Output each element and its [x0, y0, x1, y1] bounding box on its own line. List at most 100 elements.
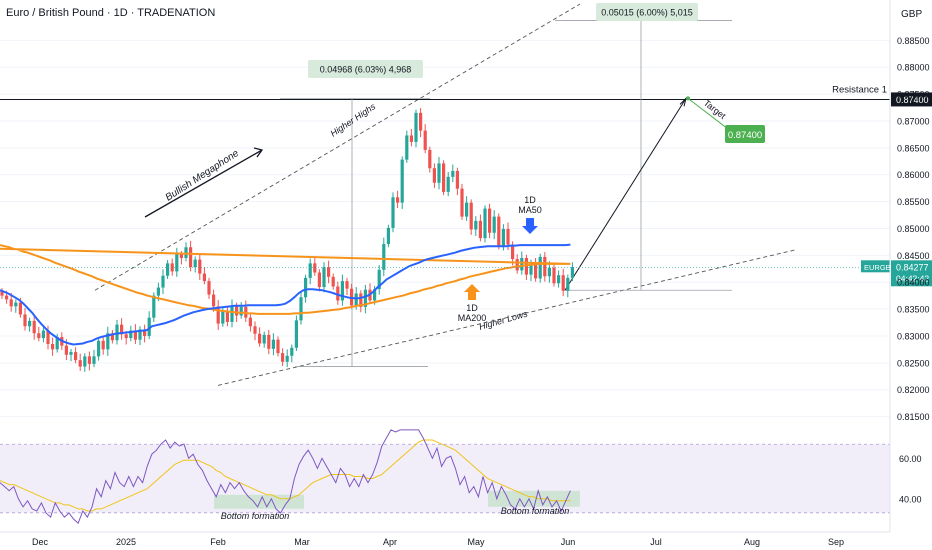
candle-body: [308, 263, 312, 278]
candle-body: [161, 275, 165, 288]
candle-body: [143, 329, 147, 336]
candle-body: [511, 244, 515, 260]
candle-body: [391, 197, 395, 228]
candle-body: [570, 267, 574, 278]
candle-body: [294, 320, 298, 348]
price-tick-label: 0.86000: [897, 170, 930, 180]
candle-body: [120, 324, 124, 335]
candle-body: [235, 305, 239, 316]
candle-body: [566, 277, 570, 291]
price-tick-label: 0.83000: [897, 331, 930, 341]
candle-body: [451, 170, 455, 177]
time-tick-label: Dec: [32, 537, 49, 547]
candle-body: [432, 168, 436, 183]
candle-body: [230, 305, 234, 322]
candle-body: [478, 220, 482, 239]
time-tick-label: Jun: [561, 537, 576, 547]
candle-body: [547, 267, 551, 277]
rsi-tick-label: 40.00: [899, 494, 922, 504]
candle-body: [354, 293, 358, 306]
measure-2-label: 0.05015 (6.00%) 5,015: [601, 8, 693, 18]
lower-trendline: [217, 249, 796, 386]
ma200-line: [0, 244, 571, 315]
bottom-formation-1: Bottom formation: [221, 511, 290, 521]
candle-body: [340, 281, 344, 301]
measure-1-label: 0.04968 (6.03%) 4,968: [320, 65, 412, 75]
candle-body: [0, 291, 4, 296]
candle-body: [51, 344, 55, 350]
candle-body: [327, 267, 331, 277]
candle-body: [363, 289, 367, 307]
candle-body: [465, 202, 469, 217]
rsi-series: [0, 429, 571, 524]
price-tick-label: 0.85000: [897, 224, 930, 234]
candle-body: [474, 220, 478, 230]
candle-body: [184, 247, 188, 258]
price-tick-label: 0.87000: [897, 116, 930, 126]
candle-body: [561, 275, 565, 291]
candle-body: [83, 356, 87, 367]
ma50-arrow-icon: [522, 218, 538, 234]
candle-body: [147, 317, 151, 336]
candle-body: [175, 254, 179, 272]
candle-body: [166, 263, 170, 276]
upper-trendline: [94, 3, 581, 291]
measure-1-bg: [308, 60, 423, 78]
time-tick-label: Jul: [650, 537, 662, 547]
candle-body: [271, 339, 275, 349]
countdown-timer: 04:42:42: [896, 273, 929, 283]
higher-highs-label: Higher Highs: [329, 101, 378, 139]
candle-body: [506, 228, 510, 245]
bottom-formation-2: Bottom formation: [501, 506, 570, 516]
candle-body: [455, 170, 459, 189]
ticker-badge-bg: [861, 260, 890, 273]
candle-body: [69, 352, 73, 355]
candle-body: [377, 269, 381, 290]
rsi-band: [0, 444, 890, 513]
price-tick-label: 0.88000: [897, 63, 930, 73]
candle-body: [483, 208, 487, 239]
time-tick-label: Apr: [383, 537, 397, 547]
candle-body: [419, 112, 423, 131]
candle-body: [18, 302, 22, 315]
candle-body: [446, 176, 450, 192]
candle-body: [336, 286, 340, 301]
candle-body: [221, 311, 225, 324]
price-tick-label: 0.86500: [897, 143, 930, 153]
price-tick-label: 0.88500: [897, 36, 930, 46]
candle-body: [124, 334, 128, 339]
rsi-panel: [0, 443, 890, 514]
pattern-label: Bullish Megaphone: [164, 148, 242, 204]
candle-body: [492, 216, 496, 233]
trend-drawings: [0, 3, 890, 386]
candle-body: [497, 216, 501, 247]
target-price-bg: [725, 125, 765, 143]
candle-body: [534, 264, 538, 279]
candle-body: [262, 334, 266, 344]
price-badge-bg: [891, 260, 932, 287]
candle-body: [202, 273, 206, 282]
time-tick-label: Feb: [210, 537, 226, 547]
candle-body: [207, 281, 211, 295]
candle-body: [414, 112, 418, 142]
candle-body: [239, 306, 243, 316]
symbol-title: Euro / British Pound · 1D · TRADENATION: [6, 7, 216, 19]
time-tick-label: May: [467, 537, 485, 547]
candle-body: [23, 314, 27, 327]
candle-body: [382, 244, 386, 270]
candle-body: [469, 202, 473, 230]
candle-body: [258, 333, 262, 344]
candle-body: [520, 258, 524, 271]
candle-body: [170, 263, 174, 272]
candlestick-series[interactable]: [0, 108, 574, 372]
candle-body: [193, 259, 197, 268]
candle-body: [78, 360, 82, 367]
rsi-ma-line: [0, 439, 571, 512]
ma200-label-line2: MA200: [458, 313, 487, 323]
candle-body: [428, 149, 432, 169]
candle-body: [538, 256, 542, 279]
time-tick-label: 2025: [116, 537, 136, 547]
candle-body: [460, 188, 464, 217]
